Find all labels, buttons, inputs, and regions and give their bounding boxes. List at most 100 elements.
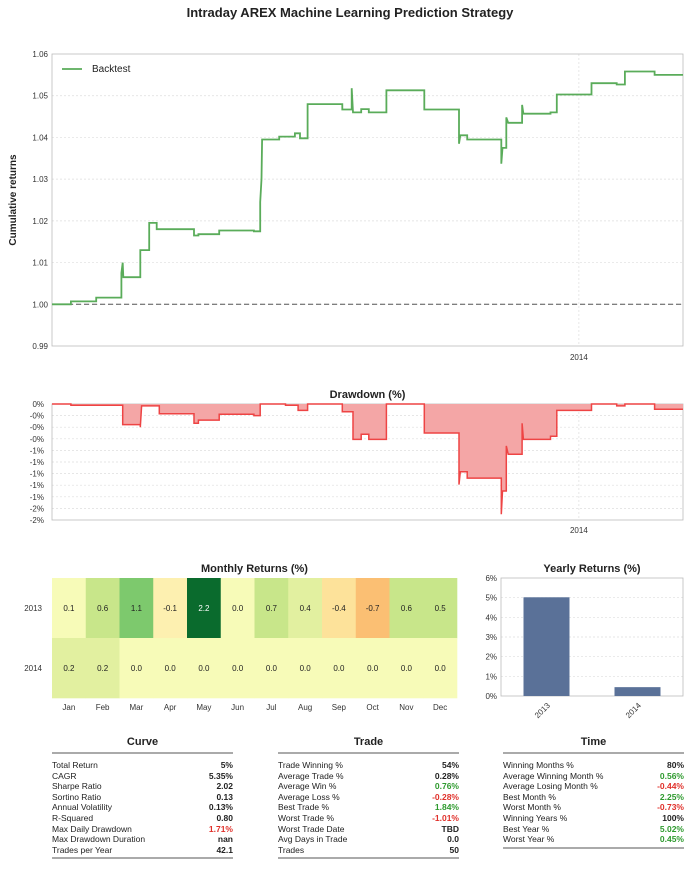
stat-label: Average Loss % — [278, 791, 340, 802]
drawdown-y-tick: -0% — [30, 412, 44, 421]
yearly-y-tick: 4% — [485, 613, 497, 622]
heatmap-col-label: Aug — [298, 703, 312, 712]
stat-value: -1.01% — [432, 812, 459, 823]
trade-stats-table: Trade Winning % 54% Average Trade % 0.28% Av… — [278, 760, 459, 855]
drawdown-y-tick: -1% — [30, 481, 44, 490]
yearly-x-tick: 2014 — [624, 701, 643, 720]
stat-value: 1.71% — [208, 823, 233, 834]
time-stats-title: Time — [503, 736, 684, 754]
stat-label: R-Squared — [52, 812, 94, 823]
stat-row: Max Drawdown Duration nan — [52, 834, 233, 845]
stat-value: 0.28% — [434, 770, 459, 781]
heatmap-cell — [322, 638, 357, 699]
heatmap-cell-label: 0.2 — [97, 664, 109, 673]
equity-y-tick: 1.04 — [32, 133, 48, 142]
stat-label: Average Trade % — [278, 770, 344, 781]
heatmap-cell-label: 0.7 — [266, 604, 278, 613]
trade-stats-title: Trade — [278, 736, 459, 754]
stat-row: Trades per Year 42.1 — [52, 845, 233, 856]
heatmap-cell-label: 0.5 — [435, 604, 447, 613]
heatmap-cell — [52, 638, 87, 699]
equity-y-tick: 1.05 — [32, 92, 48, 101]
yearly-x-tick: 2013 — [533, 701, 552, 720]
heatmap-cell-label: 2.2 — [198, 604, 210, 613]
stat-value: 0.13 — [216, 791, 233, 802]
heatmap-cell-label: 0.6 — [97, 604, 109, 613]
heatmap-col-label: Sep — [332, 703, 347, 712]
heatmap-cell — [153, 638, 188, 699]
stat-value: -0.44% — [657, 781, 684, 792]
stat-label: Trade Winning % — [278, 760, 343, 770]
stat-row: Best Year % 5.02% — [503, 824, 684, 835]
yearly-y-tick: 0% — [485, 692, 497, 701]
heatmap-cell-label: -0.4 — [332, 604, 346, 613]
heatmap-cell — [119, 578, 154, 639]
stat-row: Sharpe Ratio 2.02 — [52, 781, 233, 792]
stat-label: Worst Trade Date — [278, 823, 345, 834]
drawdown-y-tick: -0% — [30, 423, 44, 432]
stat-value: 0.80 — [216, 812, 233, 823]
yearly-y-tick: 1% — [485, 672, 497, 681]
yearly-bar — [614, 687, 661, 696]
heatmap-cell — [355, 578, 390, 639]
stat-row: Max Daily Drawdown 1.71% — [52, 824, 233, 835]
heatmap-cell-label: 0.0 — [435, 664, 447, 673]
heatmap-col-label: Apr — [164, 703, 177, 712]
stat-value: nan — [217, 834, 233, 845]
equity-y-tick: 1.00 — [32, 300, 48, 309]
heatmap-cell-label: -0.1 — [163, 604, 177, 613]
equity-x-tick: 2014 — [570, 353, 588, 362]
heatmap-col-label: Mar — [129, 703, 143, 712]
stat-label: Best Month % — [503, 791, 556, 802]
equity-y-tick: 1.06 — [32, 50, 48, 59]
heatmap-cell — [153, 578, 188, 639]
heatmap-cell-label: 1.1 — [131, 604, 143, 613]
heatmap-row-label: 2013 — [24, 604, 42, 613]
legend-label: Backtest — [92, 64, 131, 75]
monthly-returns-heatmap: Monthly Returns (%) 2013 0.1 0.6 1.1 -0.1 2.2 0… — [24, 563, 458, 712]
yearly-bar — [523, 597, 570, 696]
equity-y-tick: 0.99 — [32, 342, 48, 351]
heatmap-cell-label: 0.4 — [300, 604, 312, 613]
heatmap-cell-label: 0.0 — [401, 664, 413, 673]
heatmap-cell-label: 0.0 — [367, 664, 379, 673]
drawdown-y-tick: 0% — [32, 400, 44, 409]
stat-value: 5.35% — [208, 770, 233, 781]
stat-row: Worst Month % -0.73% — [503, 802, 684, 813]
drawdown-line — [52, 403, 683, 515]
heatmap-cell — [423, 638, 458, 699]
heatmap-cell — [389, 578, 424, 639]
page-title: Intraday AREX Machine Learning Predictio… — [186, 5, 514, 20]
equity-y-label: Cumulative returns — [8, 154, 19, 246]
stat-row: Average Trade % 0.28% — [278, 771, 459, 782]
stat-row: Trade Winning % 54% — [278, 760, 459, 771]
stat-label: Winning Months % — [503, 760, 574, 770]
yearly-y-tick: 6% — [485, 574, 497, 583]
stat-value: 0.76% — [434, 781, 459, 792]
heatmap-cell — [119, 638, 154, 699]
stat-label: Max Daily Drawdown — [52, 823, 132, 834]
trade-stats-panel: Trade Trade Winning % 54% Average Trade % 0… — [278, 736, 459, 860]
drawdown-y-tick: -1% — [30, 470, 44, 479]
stat-value: 50 — [449, 844, 459, 855]
heatmap-cell — [288, 638, 323, 699]
heatmap-cell-label: 0.0 — [165, 664, 177, 673]
stat-value: -0.73% — [657, 802, 684, 813]
drawdown-y-tick: -0% — [30, 435, 44, 444]
stat-value: 0.56% — [659, 770, 684, 781]
drawdown-y-tick: -1% — [30, 493, 44, 502]
heatmap-cell-label: -0.7 — [366, 604, 380, 613]
heatmap-col-label: Feb — [96, 703, 110, 712]
heatmap-cell — [220, 638, 255, 699]
stat-label: Total Return — [52, 760, 98, 770]
heatmap-cell-label: 0.6 — [401, 604, 413, 613]
stat-value: 1.84% — [434, 802, 459, 813]
heatmap-col-label: May — [196, 703, 211, 712]
stat-row: Worst Trade Date TBD — [278, 824, 459, 835]
drawdown-title: Drawdown (%) — [330, 389, 406, 401]
stat-row: Worst Year % 0.45% — [503, 834, 684, 845]
drawdown-y-tick: -2% — [30, 516, 44, 525]
heatmap-cell — [52, 578, 87, 639]
yearly-frame — [500, 577, 684, 697]
time-stats-panel: Time Winning Months % 80% Average Winning … — [503, 736, 684, 849]
